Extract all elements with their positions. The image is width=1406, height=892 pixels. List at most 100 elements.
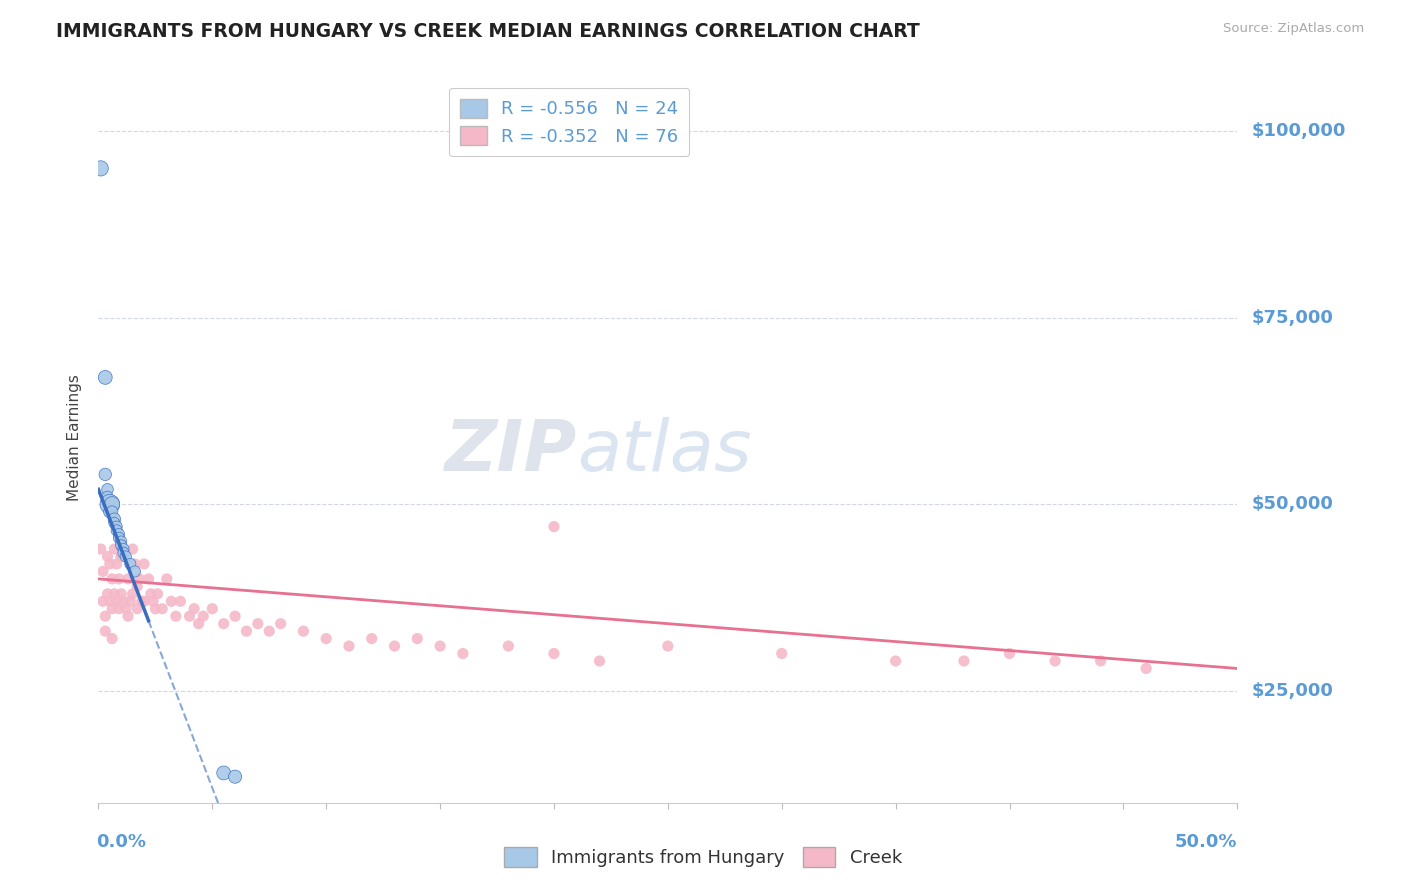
Point [110, 587, 132, 601]
Point [212, 616, 235, 631]
Point [124, 557, 146, 571]
Point [270, 616, 292, 631]
Point [112, 594, 135, 608]
Point [98, 594, 121, 608]
Point [124, 565, 146, 579]
Point [96, 587, 118, 601]
Point [101, 572, 124, 586]
Text: $100,000: $100,000 [1251, 122, 1346, 140]
Point [96, 483, 118, 497]
Point [246, 616, 269, 631]
Point [138, 572, 160, 586]
Point [451, 647, 474, 661]
Point [117, 572, 139, 586]
Point [770, 647, 793, 661]
Point [91, 565, 114, 579]
Text: $25,000: $25,000 [1251, 681, 1333, 700]
Point [337, 639, 360, 653]
Point [132, 557, 155, 571]
Point [103, 516, 125, 530]
Point [131, 594, 153, 608]
Point [193, 609, 215, 624]
Text: 50.0%: 50.0% [1175, 832, 1237, 851]
Point [112, 542, 135, 557]
Point [103, 587, 125, 601]
Point [127, 601, 149, 615]
Legend: R = -0.556   N = 24, R = -0.352   N = 76: R = -0.556 N = 24, R = -0.352 N = 76 [449, 87, 689, 156]
Text: $50,000: $50,000 [1251, 495, 1333, 513]
Point [108, 601, 131, 615]
Point [139, 587, 162, 601]
Point [120, 594, 142, 608]
Point [90, 161, 112, 176]
Point [112, 546, 135, 560]
Text: atlas: atlas [576, 417, 751, 486]
Point [110, 549, 132, 564]
Point [114, 549, 136, 564]
Point [98, 505, 121, 519]
Point [224, 770, 246, 784]
Point [127, 579, 149, 593]
Point [121, 542, 143, 557]
Point [94, 370, 117, 384]
Point [105, 519, 128, 533]
Point [160, 594, 183, 608]
Point [94, 624, 117, 639]
Point [103, 542, 125, 557]
Point [145, 601, 167, 615]
Point [201, 601, 224, 615]
Point [224, 609, 246, 624]
Point [588, 654, 610, 668]
Point [384, 639, 406, 653]
Point [117, 609, 139, 624]
Point [360, 632, 382, 646]
Point [142, 594, 165, 608]
Point [110, 549, 132, 564]
Point [953, 654, 976, 668]
Point [98, 497, 121, 511]
Point [96, 490, 118, 504]
Point [1043, 654, 1066, 668]
Point [1135, 661, 1157, 675]
Point [235, 624, 257, 639]
Point [108, 572, 131, 586]
Point [114, 601, 136, 615]
Point [165, 609, 187, 624]
Point [110, 534, 132, 549]
Point [406, 632, 429, 646]
Text: 0.0%: 0.0% [96, 832, 146, 851]
Point [543, 519, 565, 533]
Point [657, 639, 679, 653]
Legend: Immigrants from Hungary, Creek: Immigrants from Hungary, Creek [496, 839, 910, 874]
Point [292, 624, 315, 639]
Point [101, 497, 124, 511]
Point [543, 647, 565, 661]
Point [105, 594, 128, 608]
Point [120, 557, 142, 571]
Point [110, 538, 132, 552]
Point [315, 632, 337, 646]
Point [1090, 654, 1112, 668]
Point [94, 467, 117, 482]
Point [105, 524, 128, 538]
Point [101, 601, 124, 615]
Point [212, 766, 235, 780]
Point [132, 594, 155, 608]
Point [498, 639, 520, 653]
Point [998, 647, 1021, 661]
Point [96, 549, 118, 564]
Text: Source: ZipAtlas.com: Source: ZipAtlas.com [1223, 22, 1364, 36]
Point [429, 639, 451, 653]
Point [103, 512, 125, 526]
Point [94, 609, 117, 624]
Point [179, 609, 201, 624]
Point [101, 632, 124, 646]
Text: $75,000: $75,000 [1251, 309, 1333, 326]
Point [156, 572, 179, 586]
Y-axis label: Median Earnings: Median Earnings [67, 374, 83, 500]
Point [150, 601, 173, 615]
Text: ZIP: ZIP [444, 417, 576, 486]
Point [884, 654, 907, 668]
Point [169, 594, 191, 608]
Point [121, 587, 143, 601]
